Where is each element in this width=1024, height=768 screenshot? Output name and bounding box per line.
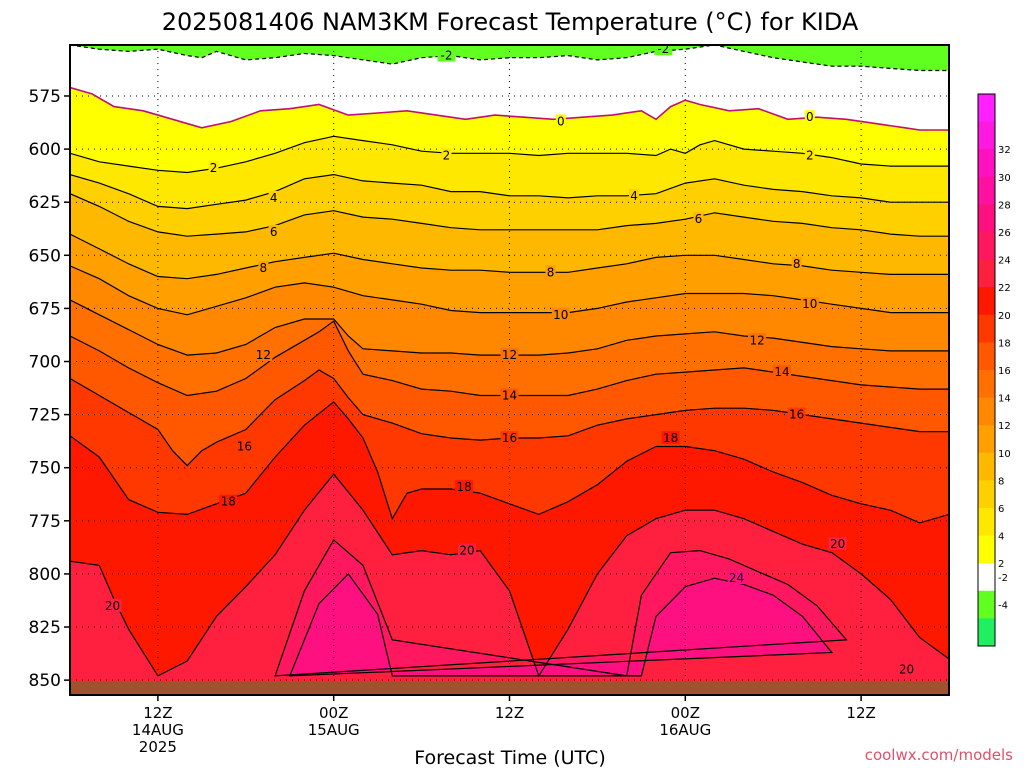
y-tick-label: 675 xyxy=(29,299,61,319)
colorbar-swatch xyxy=(978,94,995,122)
colorbar-label: 12 xyxy=(998,421,1011,432)
y-tick-label: 750 xyxy=(29,459,61,479)
colorbar-swatch xyxy=(978,315,995,343)
colorbar-swatch xyxy=(978,563,995,591)
contour-label: 16 xyxy=(502,431,517,445)
colorbar-label: 8 xyxy=(998,476,1004,487)
colorbar-label: 18 xyxy=(998,338,1011,349)
y-axis: 575 600 625 650 675 700 725 750 775 800 825 850 xyxy=(29,87,70,691)
contour-label: 24 xyxy=(729,571,744,585)
ground-surface xyxy=(70,681,949,696)
colorbar-swatch xyxy=(978,398,995,426)
y-tick-label: 700 xyxy=(29,353,61,373)
colorbar-swatch xyxy=(978,232,995,260)
colorbar-label: -4 xyxy=(998,601,1008,612)
contour-label: 14 xyxy=(774,365,789,379)
x-tick-label: 2025 xyxy=(139,738,177,756)
temperature-cross-section-chart: 2025081406 NAM3KM Forecast Temperature (… xyxy=(0,0,1024,768)
colorbar-swatch xyxy=(978,453,995,481)
contour-label: 6 xyxy=(270,225,278,239)
contour-label: 2 xyxy=(210,161,218,175)
colorbar-label: 22 xyxy=(998,283,1011,294)
contour-label: 12 xyxy=(256,348,271,362)
contour-label: 16 xyxy=(789,408,804,422)
contour-label: 20 xyxy=(830,537,845,551)
colorbar-label: 16 xyxy=(998,366,1011,377)
contour-label: 8 xyxy=(793,257,801,271)
contour-label: 10 xyxy=(802,297,817,311)
contour-label: 18 xyxy=(456,480,471,494)
x-axis-label: Forecast Time (UTC) xyxy=(414,747,605,768)
colorbar-swatch xyxy=(978,177,995,205)
colorbar-label: 10 xyxy=(998,449,1011,460)
credit-text: coolwx.com/models xyxy=(865,746,1013,764)
y-tick-label: 600 xyxy=(29,140,61,160)
contour-label: 0 xyxy=(557,114,565,128)
contour-label: 18 xyxy=(221,495,236,509)
colorbar-label: 20 xyxy=(998,311,1011,322)
contour-label: 4 xyxy=(270,191,278,205)
colorbar-swatch xyxy=(978,618,995,646)
colorbar-label: 14 xyxy=(998,394,1011,405)
colorbar-label: -2 xyxy=(998,573,1008,584)
contour-label: 20 xyxy=(105,599,120,613)
x-tick-label: 15AUG xyxy=(308,721,360,739)
x-tick-label: 16AUG xyxy=(659,721,711,739)
x-tick-label: 12Z xyxy=(143,704,172,722)
contour-label: 2 xyxy=(443,148,451,162)
colorbar-swatch xyxy=(978,149,995,177)
colorbar-label: 4 xyxy=(998,532,1004,543)
colorbar-label: 6 xyxy=(998,504,1004,515)
x-tick-label: 12Z xyxy=(495,704,524,722)
colorbar-swatch xyxy=(978,287,995,315)
x-tick-label: 00Z xyxy=(319,704,348,722)
colorbar-swatch xyxy=(978,122,995,150)
colorbar-swatch xyxy=(978,370,995,398)
colorbar-swatch xyxy=(978,536,995,564)
y-tick-label: 800 xyxy=(29,565,61,585)
y-tick-label: 775 xyxy=(29,512,61,532)
x-tick-label: 14AUG xyxy=(132,721,184,739)
contour-label: 10 xyxy=(553,308,568,322)
y-tick-label: 575 xyxy=(29,87,61,107)
y-tick-label: 625 xyxy=(29,193,61,213)
contour-label: 14 xyxy=(502,388,517,402)
colorbar-swatch xyxy=(978,425,995,453)
colorbar-label: 26 xyxy=(998,228,1011,239)
y-tick-label: 725 xyxy=(29,406,61,426)
x-tick-label: 00Z xyxy=(671,704,700,722)
contour-label: 8 xyxy=(260,261,268,275)
colorbar-label: 24 xyxy=(998,256,1011,267)
contour-label: 20 xyxy=(459,544,474,558)
contour-label: -2 xyxy=(441,49,453,63)
colorbar-label: 2 xyxy=(998,559,1004,570)
colorbar-label: 32 xyxy=(998,145,1011,156)
colorbar-swatch xyxy=(978,342,995,370)
y-tick-label: 650 xyxy=(29,246,61,266)
y-tick-label: 850 xyxy=(29,671,61,691)
y-tick-label: 825 xyxy=(29,618,61,638)
x-tick-label: 12Z xyxy=(846,704,875,722)
colorbar-swatch xyxy=(978,480,995,508)
contour-label: 16 xyxy=(237,439,252,453)
colorbar-swatch xyxy=(978,260,995,288)
chart-title: 2025081406 NAM3KM Forecast Temperature (… xyxy=(162,8,859,36)
contour-label: 20 xyxy=(899,663,914,677)
contour-label: 4 xyxy=(630,189,638,203)
contour-label: 2 xyxy=(806,148,814,162)
colorbar-label: 30 xyxy=(998,173,1011,184)
contour-label: 12 xyxy=(502,348,517,362)
contour-label: 18 xyxy=(663,431,678,445)
colorbar-label: 28 xyxy=(998,200,1011,211)
colorbar-swatch xyxy=(978,204,995,232)
contour-label: 0 xyxy=(806,110,814,124)
contour-label: 6 xyxy=(695,212,703,226)
colorbar-swatch xyxy=(978,508,995,536)
colorbar-swatch xyxy=(978,591,995,619)
contour-label: 8 xyxy=(547,265,555,279)
contour-label: 12 xyxy=(749,333,764,347)
colorbar: 32 30 28 26 24 22 20 18 16 14 12 10 8 6 4 2 -2 -4 xyxy=(978,94,1011,647)
